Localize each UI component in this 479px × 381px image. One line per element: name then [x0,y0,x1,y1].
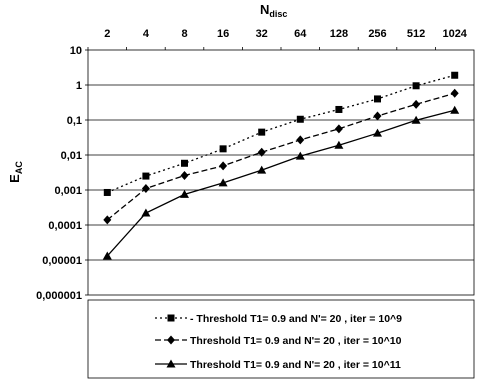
y-axis-title-main: E [7,174,22,183]
y-tick-label: 0,00001 [42,255,82,267]
square-marker [451,72,458,79]
legend-item: - Threshold T1= 0.9 and N'= 20 , iter = … [155,313,402,325]
y-tick-label: 0,000001 [36,290,82,302]
x-tick-label: 512 [407,28,425,40]
x-tick-label: 64 [294,28,307,40]
square-marker [181,160,188,167]
y-axis-title-sub: AC [14,161,24,174]
y-tick-label: 0,0001 [48,220,82,232]
x-tick-label: 128 [330,28,348,40]
x-tick-label: 8 [181,28,187,40]
x-axis-title-sub: disc [269,9,287,19]
x-axis-title: Ndisc [260,2,287,19]
legend-label: Threshold T1= 0.9 and N'= 20 , iter = 10… [190,359,401,371]
x-axis-title-main: N [260,2,269,17]
y-tick-label: 1 [76,80,82,92]
x-tick-label: 1024 [442,28,467,40]
y-tick-label: 0,001 [54,185,82,197]
square-marker [258,129,265,136]
legend: - Threshold T1= 0.9 and N'= 20 , iter = … [155,313,402,371]
y-axis-tick-labels: 10 1 0,1 0,01 0,001 0,0001 0,00001 0,000001 [36,45,82,302]
y-axis-title: EAC [7,161,24,183]
x-tick-label: 16 [217,28,229,40]
square-marker [374,95,381,102]
y-tick-label: 10 [70,45,82,57]
x-tick-label: 4 [143,28,150,40]
square-marker [297,116,304,123]
legend-label: - Threshold T1= 0.9 and N'= 20 , iter = … [190,313,402,325]
legend-label: Threshold T1= 0.9 and N'= 20 , iter = 10… [190,335,402,347]
x-tick-label: 32 [256,28,268,40]
square-marker [104,189,111,196]
legend-item: Threshold T1= 0.9 and N'= 20 , iter = 10… [155,359,401,371]
x-tick-label: 2 [104,28,110,40]
legend-item: Threshold T1= 0.9 and N'= 20 , iter = 10… [155,335,402,347]
square-marker [335,106,342,113]
x-axis-tick-labels: 2 4 8 16 32 64 128 256 512 1024 [104,28,468,40]
square-marker [168,315,175,322]
y-tick-label: 0,01 [61,150,82,162]
square-marker [142,173,149,180]
y-tick-label: 0,1 [67,115,82,127]
square-marker [413,82,420,89]
square-marker [220,145,227,152]
x-tick-label: 256 [368,28,386,40]
